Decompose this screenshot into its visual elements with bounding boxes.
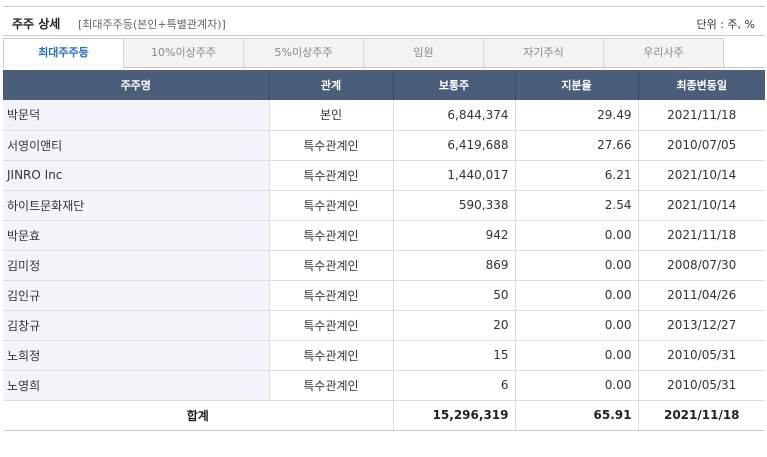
relation-cell: 특수관계인 <box>269 130 394 161</box>
shareholder-name-cell: 박문효 <box>3 220 270 251</box>
total-date: 2021/11/18 <box>638 399 765 431</box>
ratio-cell: 2.54 <box>515 190 639 221</box>
tab-5[interactable]: 우리사주 <box>603 38 724 67</box>
unit-label: 단위 : 주, % <box>696 18 755 31</box>
shareholder-name-cell: 하이트문화재단 <box>3 190 270 221</box>
table-row: 노영희 특수관계인 6 0.00 2010/05/31 <box>3 370 765 401</box>
ratio-cell: 27.66 <box>515 130 639 161</box>
table-row: 김미정 특수관계인 869 0.00 2008/07/30 <box>3 250 765 281</box>
shareholder-table: 주주명 관계 보통주 지분율 최종변동일 박문덕 본인 6,844,374 29.49… <box>3 70 765 431</box>
panel-subtitle: [최대주주등(본인+특별관계자)] <box>78 18 226 31</box>
total-row: 합계 15,296,319 65.91 2021/11/18 <box>3 399 765 431</box>
table-row: 하이트문화재단 특수관계인 590,338 2.54 2021/10/14 <box>3 190 765 221</box>
relation-cell: 특수관계인 <box>269 190 394 221</box>
relation-cell: 특수관계인 <box>269 280 394 311</box>
last-change-date-cell: 2011/04/26 <box>638 280 765 311</box>
table-row: 박문덕 본인 6,844,374 29.49 2021/11/18 <box>3 100 765 131</box>
shareholder-name-cell: 김인규 <box>3 280 270 311</box>
last-change-date-cell: 2021/10/14 <box>638 190 765 221</box>
table-row: 노희정 특수관계인 15 0.00 2010/05/31 <box>3 340 765 371</box>
common-shares-cell: 6,844,374 <box>393 100 516 131</box>
tab-4[interactable]: 자기주식 <box>483 38 604 67</box>
tab-1[interactable]: 10%이상주주 <box>123 38 244 67</box>
common-shares-cell: 869 <box>393 250 516 281</box>
shareholder-name-cell: 김미정 <box>3 250 270 281</box>
shareholder-name-cell: JINRO Inc <box>3 160 270 191</box>
table-row: 김창규 특수관계인 20 0.00 2013/12/27 <box>3 310 765 341</box>
table-row: 김인규 특수관계인 50 0.00 2011/04/26 <box>3 280 765 311</box>
column-header-relation: 관계 <box>269 70 394 100</box>
common-shares-cell: 1,440,017 <box>393 160 516 191</box>
ratio-cell: 0.00 <box>515 220 639 251</box>
ratio-cell: 0.00 <box>515 310 639 341</box>
relation-cell: 특수관계인 <box>269 160 394 191</box>
relation-cell: 특수관계인 <box>269 340 394 371</box>
tab-0[interactable]: 최대주주등 <box>3 38 124 68</box>
last-change-date-cell: 2021/10/14 <box>638 160 765 191</box>
last-change-date-cell: 2010/05/31 <box>638 370 765 401</box>
common-shares-cell: 6,419,688 <box>393 130 516 161</box>
shareholder-name-cell: 김창규 <box>3 310 270 341</box>
ratio-cell: 0.00 <box>515 280 639 311</box>
last-change-date-cell: 2010/05/31 <box>638 340 765 371</box>
tab-3[interactable]: 임원 <box>363 38 484 67</box>
shareholder-name-cell: 노영희 <box>3 370 270 401</box>
relation-cell: 특수관계인 <box>269 370 394 401</box>
total-common-shares: 15,296,319 <box>393 399 516 431</box>
ratio-cell: 0.00 <box>515 370 639 401</box>
shareholder-name-cell: 서영이앤티 <box>3 130 270 161</box>
column-header-ratio: 지분율 <box>515 70 639 100</box>
last-change-date-cell: 2021/11/18 <box>638 220 765 251</box>
last-change-date-cell: 2013/12/27 <box>638 310 765 341</box>
common-shares-cell: 6 <box>393 370 516 401</box>
relation-cell: 특수관계인 <box>269 250 394 281</box>
common-shares-cell: 15 <box>393 340 516 371</box>
common-shares-cell: 20 <box>393 310 516 341</box>
total-label: 합계 <box>3 399 394 431</box>
shareholder-name-cell: 노희정 <box>3 340 270 371</box>
relation-cell: 특수관계인 <box>269 220 394 251</box>
relation-cell: 특수관계인 <box>269 310 394 341</box>
column-header-name: 주주명 <box>3 70 270 100</box>
last-change-date-cell: 2010/07/05 <box>638 130 765 161</box>
panel-title: 주주 상세 <box>12 17 61 31</box>
ratio-cell: 6.21 <box>515 160 639 191</box>
column-header-common-shares: 보통주 <box>393 70 516 100</box>
ratio-cell: 0.00 <box>515 250 639 281</box>
total-ratio: 65.91 <box>515 399 639 431</box>
relation-cell: 본인 <box>269 100 394 131</box>
ratio-cell: 29.49 <box>515 100 639 131</box>
table-header-row: 주주명 관계 보통주 지분율 최종변동일 <box>3 70 765 100</box>
common-shares-cell: 942 <box>393 220 516 251</box>
ratio-cell: 0.00 <box>515 340 639 371</box>
shareholder-tabs: 최대주주등 10%이상주주 5%이상주주 임원 자기주식 우리사주 <box>3 38 765 68</box>
shareholder-detail-panel: 주주 상세 [최대주주등(본인+특별관계자)] 단위 : 주, % 최대주주등 1… <box>3 6 765 431</box>
last-change-date-cell: 2021/11/18 <box>638 100 765 131</box>
common-shares-cell: 590,338 <box>393 190 516 221</box>
tab-2[interactable]: 5%이상주주 <box>243 38 364 67</box>
shareholder-name-cell: 박문덕 <box>3 100 270 131</box>
table-row: 서영이앤티 특수관계인 6,419,688 27.66 2010/07/05 <box>3 130 765 161</box>
table-row: JINRO Inc 특수관계인 1,440,017 6.21 2021/10/14 <box>3 160 765 191</box>
table-row: 박문효 특수관계인 942 0.00 2021/11/18 <box>3 220 765 251</box>
common-shares-cell: 50 <box>393 280 516 311</box>
last-change-date-cell: 2008/07/30 <box>638 250 765 281</box>
column-header-last-change-date: 최종변동일 <box>638 70 765 100</box>
panel-header: 주주 상세 [최대주주등(본인+특별관계자)] 단위 : 주, % <box>3 6 765 36</box>
